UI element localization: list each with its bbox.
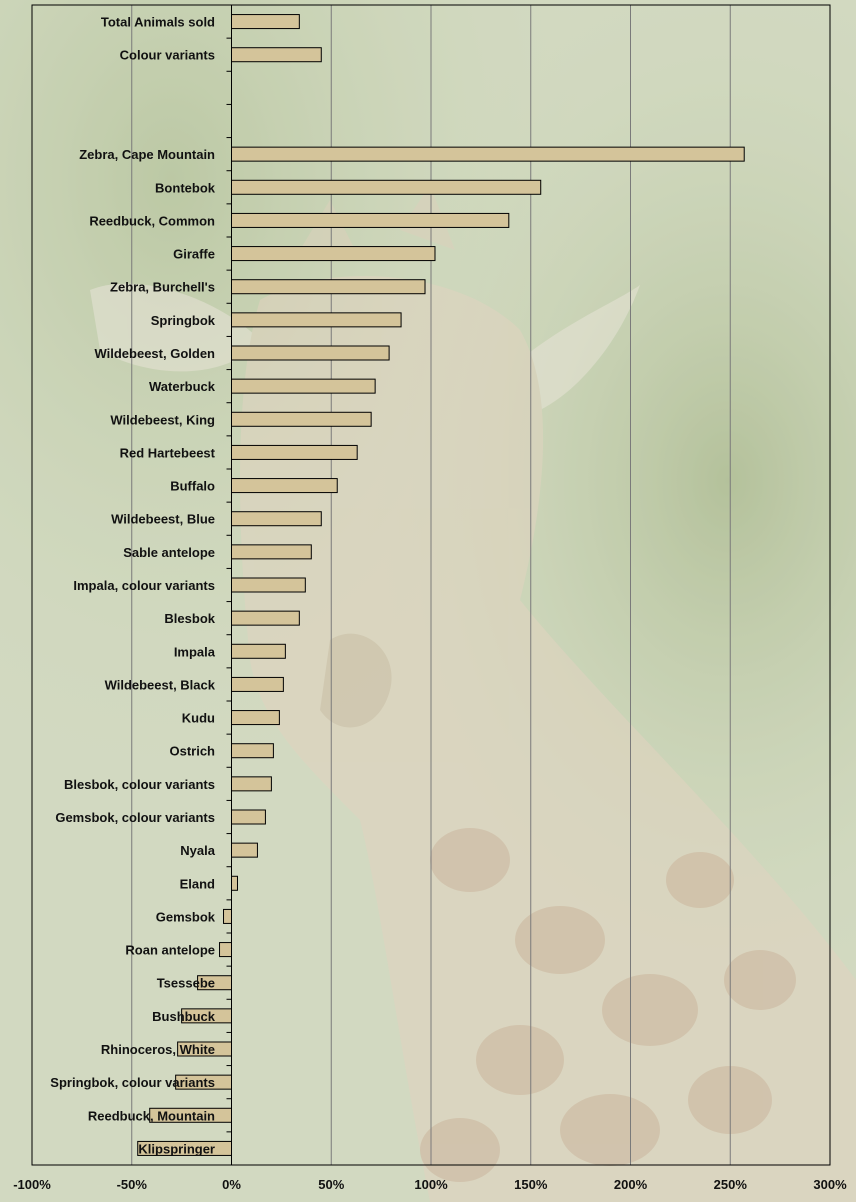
category-label: Reedbuck, Common [89, 213, 215, 228]
bar [231, 809, 266, 825]
category-label: Gemsbok, colour variants [55, 810, 215, 825]
x-tick-label: 200% [614, 1177, 648, 1192]
bar [231, 511, 322, 527]
x-tick-label: -50% [117, 1177, 148, 1192]
bar [231, 643, 286, 659]
bar [231, 312, 402, 328]
bar [231, 14, 300, 30]
category-label: Zebra, Burchell's [110, 280, 215, 295]
category-label: Blesbok, colour variants [64, 777, 215, 792]
bar [231, 842, 258, 858]
bar [231, 710, 280, 726]
plot-area-border [31, 4, 831, 1166]
category-axis [226, 4, 232, 1166]
bar [231, 444, 358, 460]
category-label: Wildebeest, King [110, 412, 215, 427]
category-label: Eland [180, 876, 215, 891]
bar [231, 875, 238, 891]
category-label: Total Animals sold [101, 15, 215, 30]
x-tick-label: 0% [222, 1177, 241, 1192]
category-label: Blesbok [164, 611, 215, 626]
category-label: Nyala [180, 843, 215, 858]
category-label: Giraffe [173, 247, 215, 262]
category-label: Wildebeest, Golden [94, 346, 215, 361]
bar [231, 212, 510, 228]
category-label: Tsessebe [157, 976, 215, 991]
category-label: Gemsbok [156, 909, 216, 924]
category-label: Kudu [182, 711, 215, 726]
category-label: Wildebeest, Blue [111, 512, 215, 527]
bar [231, 378, 376, 394]
category-label: Waterbuck [149, 379, 216, 394]
x-tick-label: 50% [318, 1177, 344, 1192]
category-label: Ostrich [169, 744, 215, 759]
bar [231, 743, 274, 759]
x-tick-label: 150% [514, 1177, 548, 1192]
category-labels: Total Animals sold Colour variants Zebra, … [50, 15, 215, 1157]
bar [223, 908, 233, 924]
category-label: Red Hartebeest [120, 445, 216, 460]
bar [231, 47, 322, 63]
category-label: Springbok, colour variants [50, 1075, 215, 1090]
category-label: Springbok [151, 313, 216, 328]
category-label: Roan antelope [125, 943, 215, 958]
category-label: Klipspringer [138, 1141, 215, 1156]
x-tick-label: 100% [414, 1177, 448, 1192]
bar [231, 478, 338, 494]
category-label: Impala, colour variants [73, 578, 215, 593]
bar [231, 676, 284, 692]
bar [231, 577, 306, 593]
x-tick-label: 300% [813, 1177, 847, 1192]
category-label: Colour variants [120, 48, 215, 63]
x-tick-label: 250% [714, 1177, 748, 1192]
bar [231, 345, 390, 361]
bar [231, 146, 745, 162]
bar [231, 279, 426, 295]
x-tick-label: -100% [13, 1177, 51, 1192]
category-label: Impala [174, 644, 216, 659]
bar [219, 942, 232, 958]
category-label: Wildebeest, Black [105, 677, 216, 692]
category-label: Reedbuck, Mountain [88, 1108, 215, 1123]
category-label: Zebra, Cape Mountain [79, 147, 215, 162]
category-label: Bushbuck [152, 1009, 216, 1024]
bars [137, 14, 745, 1156]
category-label: Buffalo [170, 479, 215, 494]
category-label: Bontebok [155, 180, 216, 195]
x-axis-tick-labels: -100% -50% 0% 50% 100% 150% 200% 250% 300% [13, 1177, 847, 1192]
category-label: Rhinoceros, White [101, 1042, 215, 1057]
bar [231, 544, 312, 560]
bar [231, 776, 272, 792]
category-label: Sable antelope [123, 545, 215, 560]
bar [231, 246, 436, 262]
bar [231, 411, 372, 427]
bar [231, 179, 542, 195]
bar [231, 610, 300, 626]
